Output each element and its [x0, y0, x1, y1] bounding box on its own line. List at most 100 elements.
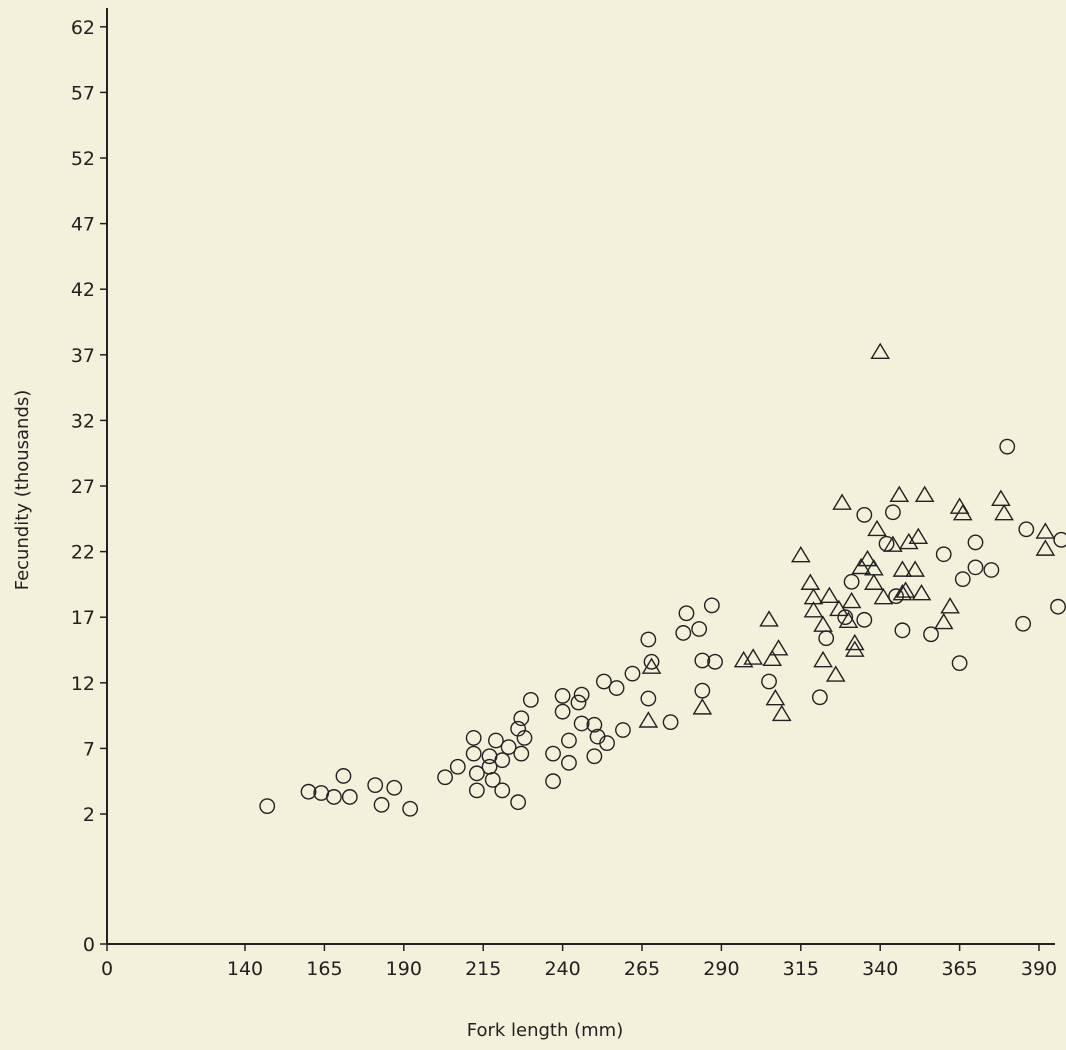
circle-point — [510, 794, 527, 811]
circle-point — [494, 782, 511, 799]
y-tick-label: 27 — [71, 476, 95, 498]
triangle-point — [800, 573, 821, 590]
marks-group — [259, 342, 1066, 817]
triangle-point — [940, 597, 960, 614]
circle-point — [465, 730, 482, 746]
x-tick-label: 215 — [465, 958, 501, 980]
triangle-point — [844, 640, 865, 657]
triangle-point — [991, 489, 1011, 506]
triangle-point — [832, 493, 852, 510]
triangle-point — [813, 615, 833, 632]
circle-point — [1018, 521, 1035, 538]
triangle-point — [841, 591, 862, 609]
circle-point — [694, 682, 711, 699]
circle-point — [951, 655, 968, 672]
circle-point — [402, 800, 419, 817]
triangle-point — [870, 342, 891, 360]
axes-group: 0140165190215240265290315340365390415440… — [71, 8, 1057, 980]
x-tick-label: 165 — [306, 958, 342, 980]
triangle-point — [898, 532, 919, 550]
circle-point — [386, 779, 403, 796]
circle-point — [694, 652, 711, 669]
circle-point — [484, 771, 501, 788]
circle-point — [513, 710, 530, 727]
circle-point — [570, 694, 587, 711]
circle-point — [468, 765, 485, 782]
circle-point — [643, 653, 660, 670]
circle-point — [885, 504, 901, 521]
x-tick-label: 290 — [703, 958, 739, 980]
circle-point — [843, 573, 860, 590]
circle-point — [513, 745, 530, 762]
triangle-point — [908, 527, 929, 545]
circle-point — [449, 758, 466, 775]
triangle-point — [768, 639, 789, 656]
circle-point — [468, 782, 485, 799]
circle-point — [554, 688, 571, 704]
circle-point — [573, 686, 590, 703]
circle-point — [494, 752, 511, 769]
circle-point — [516, 730, 533, 746]
circle-point — [999, 438, 1016, 455]
circle-point — [599, 735, 615, 752]
y-tick-label: 0 — [83, 934, 95, 956]
x-tick-label: 240 — [544, 958, 580, 980]
circle-point — [615, 722, 631, 738]
circle-point — [640, 690, 657, 707]
circle-point — [561, 754, 577, 771]
circle-point — [367, 777, 384, 794]
triangle-point — [803, 601, 824, 618]
circle-point — [586, 748, 603, 765]
triangle-point — [771, 704, 792, 722]
circle-point — [545, 745, 561, 762]
circle-point — [608, 680, 625, 696]
circle-point — [856, 611, 873, 628]
triangle-point — [889, 485, 910, 503]
circle-point — [967, 534, 984, 551]
y-axis-title: Fecundity (thousands) — [12, 390, 33, 591]
triangle-point — [952, 503, 973, 521]
triangle-point — [895, 581, 916, 598]
circle-point — [573, 715, 590, 732]
triangle-point — [914, 485, 935, 503]
triangle-point — [994, 503, 1014, 521]
y-tick-label: 17 — [71, 607, 95, 629]
triangle-point — [905, 560, 925, 577]
circle-point — [856, 506, 873, 523]
y-tick-label: 32 — [71, 410, 95, 432]
triangle-point — [911, 584, 932, 601]
circle-point — [1015, 615, 1032, 632]
circle-point — [761, 673, 777, 690]
circle-point — [595, 673, 612, 690]
triangle-point — [743, 648, 763, 665]
triangle-point — [933, 612, 954, 630]
y-tick-label: 37 — [71, 345, 95, 367]
triangle-point — [638, 711, 659, 728]
circle-point — [586, 716, 603, 733]
circle-point — [923, 626, 939, 643]
y-tick-label: 62 — [71, 17, 95, 39]
circle-point — [691, 621, 708, 637]
circle-point — [341, 789, 358, 805]
circle-point — [259, 798, 276, 815]
triangle-point — [765, 688, 786, 706]
triangle-point — [762, 649, 783, 667]
circle-point — [967, 559, 984, 576]
circle-point — [300, 783, 317, 800]
triangle-point — [844, 633, 865, 651]
circle-point — [624, 665, 641, 682]
triangle-point — [759, 610, 779, 627]
triangle-point — [892, 584, 913, 601]
y-tick-label: 52 — [71, 148, 95, 170]
circle-point — [561, 732, 577, 749]
x-tick-label: 265 — [624, 958, 660, 980]
triangle-point — [883, 535, 903, 552]
circle-point — [954, 571, 971, 588]
triangle-point — [1035, 539, 1056, 556]
circle-point — [373, 796, 390, 813]
x-tick-label: 390 — [1021, 958, 1057, 980]
circle-point — [983, 562, 1000, 578]
triangle-point — [864, 573, 884, 590]
